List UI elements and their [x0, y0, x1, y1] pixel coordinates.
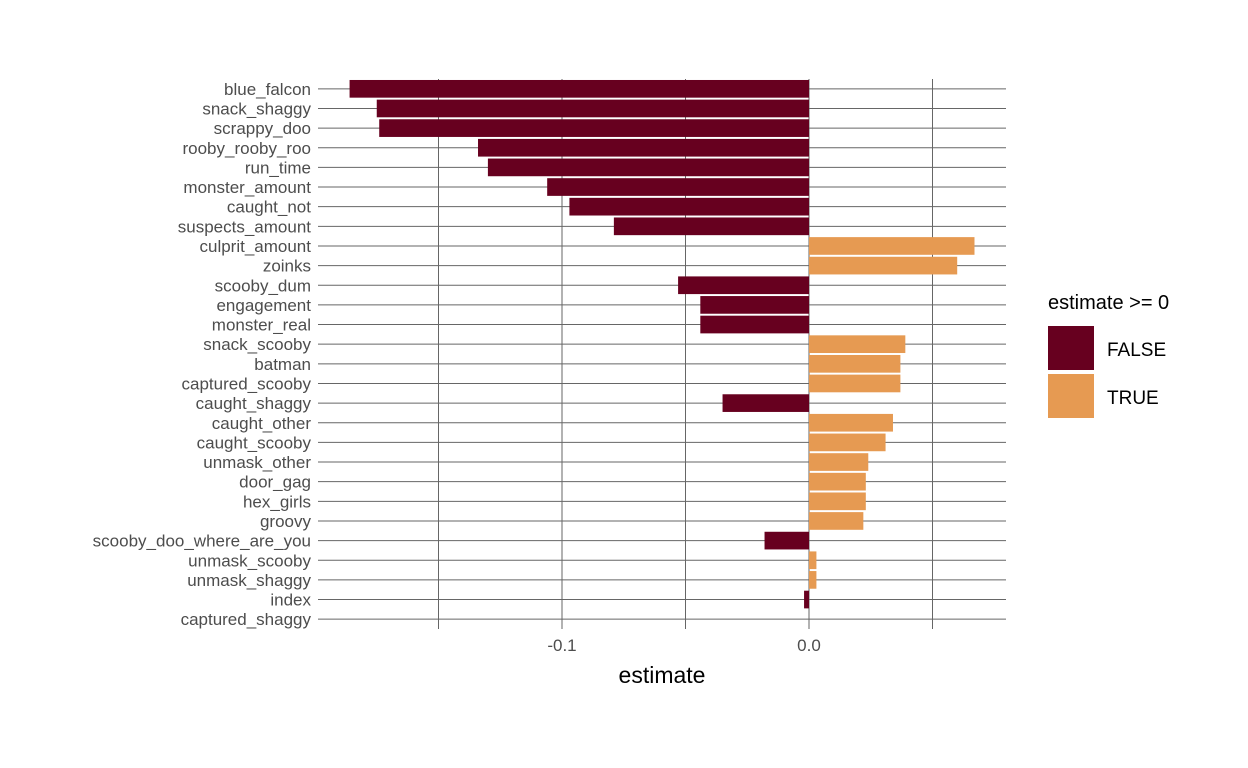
category-label: engagement — [216, 296, 311, 315]
bar-monster-amount — [547, 178, 809, 196]
bar-caught-shaggy — [722, 394, 809, 412]
x-axis-title: estimate — [619, 662, 706, 688]
category-label: unmask_shaggy — [187, 571, 311, 590]
category-label: unmask_scooby — [188, 551, 311, 570]
bar-unmask-other — [809, 453, 869, 471]
category-label: suspects_amount — [178, 217, 312, 236]
category-label: caught_shaggy — [196, 394, 312, 413]
bar-run-time — [487, 158, 809, 177]
x-tick-label: -0.1 — [547, 636, 576, 655]
category-label: scrappy_doo — [214, 119, 311, 138]
category-label: caught_not — [227, 198, 311, 217]
bar-suspects-amount — [613, 217, 809, 236]
category-label: rooby_rooby_roo — [182, 139, 311, 158]
category-label: scooby_doo_where_are_you — [93, 532, 311, 551]
category-label: groovy — [260, 512, 312, 531]
bar-culprit-amount — [809, 237, 975, 255]
bar-zoinks — [809, 256, 958, 275]
bar-snack-scooby — [809, 335, 906, 354]
category-label: caught_scooby — [197, 433, 312, 452]
bar-hex-girls — [809, 492, 866, 511]
category-label: hex_girls — [243, 492, 311, 511]
category-label: door_gag — [239, 473, 311, 492]
bar-blue-falcon — [349, 79, 809, 98]
bar-batman — [809, 354, 901, 373]
x-tick-labels: -0.1 0.0 — [547, 636, 820, 655]
bar-captured-scooby — [809, 374, 901, 393]
bar-rooby-rooby-roo — [478, 138, 809, 157]
legend-key-true — [1048, 374, 1094, 418]
bar-snack-shaggy — [376, 99, 809, 118]
category-label: captured_shaggy — [181, 610, 312, 629]
bar-caught-not — [569, 197, 809, 216]
category-label: caught_other — [212, 414, 312, 433]
bar-door-gag — [809, 472, 866, 491]
bar-scrappy-doo — [379, 119, 809, 137]
category-label: monster_real — [212, 316, 311, 335]
bar-monster-real — [700, 315, 809, 334]
category-label: zoinks — [263, 257, 311, 276]
legend-label-false: FALSE — [1107, 340, 1166, 361]
category-label: snack_shaggy — [202, 99, 311, 118]
category-label: culprit_amount — [199, 237, 311, 256]
bar-index — [804, 590, 809, 609]
category-label: monster_amount — [183, 178, 311, 197]
category-label: captured_scooby — [182, 374, 312, 393]
category-label: run_time — [245, 158, 311, 177]
bar-engagement — [700, 296, 809, 314]
bar-unmask-scooby — [809, 551, 817, 570]
category-label: blue_falcon — [224, 80, 311, 99]
legend-label-true: TRUE — [1107, 388, 1159, 409]
legend-title: estimate >= 0 — [1048, 292, 1169, 314]
category-label: unmask_other — [203, 453, 311, 472]
bar-unmask-shaggy — [809, 571, 817, 589]
category-labels: blue_falconsnack_shaggyscrappy_doorooby_… — [93, 80, 312, 629]
bar-scooby-doo-where-are-you — [764, 531, 809, 550]
bars — [349, 79, 975, 609]
category-label: batman — [254, 355, 311, 374]
legend: estimate >= 0 FALSE TRUE — [1048, 292, 1169, 418]
bar-scooby-dum — [678, 276, 809, 295]
legend-key-false — [1048, 326, 1094, 370]
bar-caught-other — [809, 413, 893, 432]
category-label: snack_scooby — [203, 335, 311, 354]
bar-caught-scooby — [809, 433, 886, 452]
category-label: index — [270, 591, 311, 610]
bar-groovy — [809, 512, 864, 530]
x-tick-label: 0.0 — [797, 636, 821, 655]
category-label: scooby_dum — [215, 276, 311, 295]
